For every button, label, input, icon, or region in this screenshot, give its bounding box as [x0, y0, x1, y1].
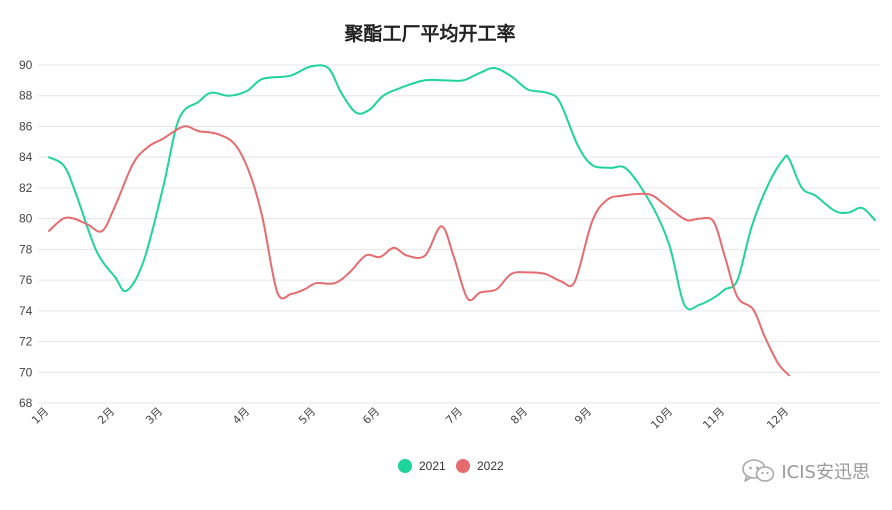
legend-label: 2022: [477, 459, 504, 473]
y-tick-label: 74: [19, 304, 33, 318]
y-tick-label: 82: [19, 181, 33, 195]
y-tick-label: 84: [19, 150, 33, 164]
y-tick-label: 70: [19, 365, 33, 379]
x-tick-label: 10月: [648, 405, 675, 432]
x-tick-label: 9月: [572, 405, 594, 427]
x-tick-label: 4月: [230, 405, 252, 427]
x-axis-ticks: 1月 2月 3月 4月 5月 6月 7月 8月 9月 10月 11月 12月: [29, 405, 791, 432]
y-tick-label: 80: [19, 212, 33, 226]
series-line-2021: [48, 64, 876, 311]
legend-item-2021[interactable]: 2021: [398, 459, 446, 473]
series-line-2022: [48, 125, 790, 377]
x-tick-label: 11月: [700, 405, 727, 432]
grid: [38, 64, 880, 404]
x-tick-label: 3月: [143, 405, 165, 427]
y-tick-label: 90: [19, 58, 33, 72]
x-tick-label: 1月: [29, 405, 51, 427]
y-tick-label: 68: [19, 396, 33, 410]
watermark-text: ICIS安迅思: [781, 462, 870, 483]
legend-label: 2021: [419, 459, 446, 473]
x-tick-label: 12月: [764, 405, 791, 432]
y-tick-label: 72: [19, 335, 33, 349]
legend[interactable]: 2021 2022: [398, 459, 504, 473]
legend-marker: [456, 459, 470, 473]
x-tick-label: 8月: [508, 405, 530, 427]
x-tick-label: 7月: [443, 405, 465, 427]
y-tick-label: 76: [19, 273, 33, 287]
x-tick-label: 6月: [360, 405, 382, 427]
y-tick-label: 78: [19, 242, 33, 256]
x-tick-label: 2月: [95, 405, 117, 427]
series-lines: [48, 64, 876, 377]
legend-marker: [398, 459, 412, 473]
y-tick-label: 88: [19, 89, 33, 103]
legend-item-2022[interactable]: 2022: [456, 459, 504, 473]
watermark: ICIS安迅思: [741, 458, 870, 484]
chart-title: 聚酯工厂平均开工率: [343, 22, 515, 45]
y-tick-label: 86: [19, 119, 33, 133]
wechat-icon: [742, 459, 775, 482]
x-tick-label: 5月: [296, 405, 318, 427]
y-axis-ticks: 90 88 86 84 82 80 78 76 74 72 70 68: [19, 58, 33, 410]
